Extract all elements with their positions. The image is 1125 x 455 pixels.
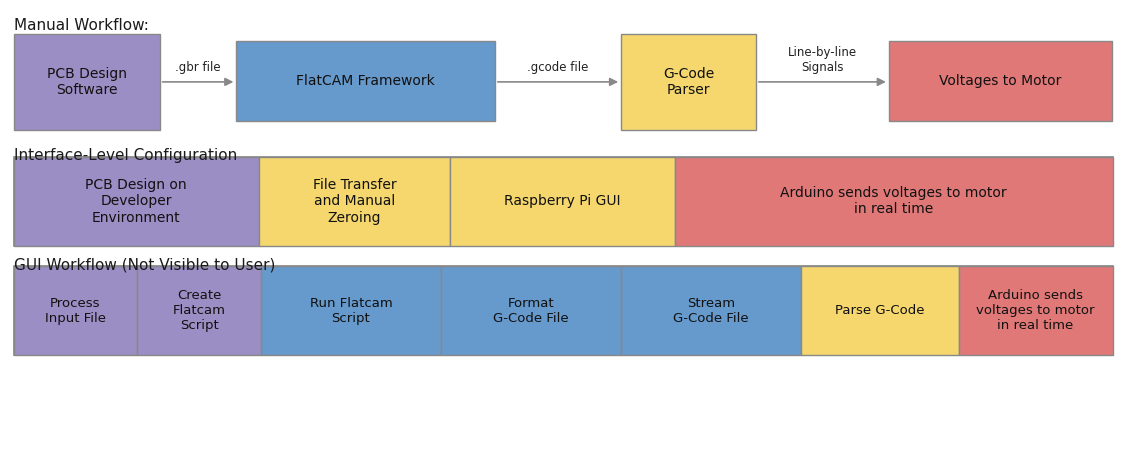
FancyBboxPatch shape	[14, 266, 137, 355]
Text: Interface-Level Configuration: Interface-Level Configuration	[14, 148, 236, 163]
Text: Arduino sends
voltages to motor
in real time: Arduino sends voltages to motor in real …	[976, 289, 1095, 332]
Text: .gcode file: .gcode file	[528, 61, 588, 74]
FancyBboxPatch shape	[236, 41, 495, 121]
FancyBboxPatch shape	[675, 157, 1113, 246]
Text: File Transfer
and Manual
Zeroing: File Transfer and Manual Zeroing	[313, 178, 396, 224]
FancyBboxPatch shape	[621, 266, 801, 355]
Text: Create
Flatcam
Script: Create Flatcam Script	[172, 289, 226, 332]
FancyBboxPatch shape	[261, 266, 441, 355]
FancyBboxPatch shape	[14, 157, 259, 246]
FancyBboxPatch shape	[450, 157, 675, 246]
Text: Raspberry Pi GUI: Raspberry Pi GUI	[504, 194, 621, 208]
Text: PCB Design on
Developer
Environment: PCB Design on Developer Environment	[86, 178, 187, 224]
Text: Manual Workflow:: Manual Workflow:	[14, 18, 148, 33]
FancyBboxPatch shape	[441, 266, 621, 355]
Text: Stream
G-Code File: Stream G-Code File	[673, 297, 749, 324]
Text: PCB Design
Software: PCB Design Software	[46, 67, 127, 97]
Text: Run Flatcam
Script: Run Flatcam Script	[309, 297, 393, 324]
FancyBboxPatch shape	[958, 266, 1113, 355]
Text: Arduino sends voltages to motor
in real time: Arduino sends voltages to motor in real …	[781, 186, 1007, 217]
FancyBboxPatch shape	[889, 41, 1112, 121]
Text: Format
G-Code File: Format G-Code File	[493, 297, 569, 324]
FancyBboxPatch shape	[259, 157, 450, 246]
Text: .gbr file: .gbr file	[176, 61, 220, 74]
Text: Line-by-line
Signals: Line-by-line Signals	[788, 46, 857, 74]
FancyBboxPatch shape	[801, 266, 958, 355]
FancyBboxPatch shape	[621, 34, 756, 130]
FancyBboxPatch shape	[14, 34, 160, 130]
FancyBboxPatch shape	[137, 266, 261, 355]
Text: GUI Workflow (Not Visible to User): GUI Workflow (Not Visible to User)	[14, 257, 274, 272]
Text: Process
Input File: Process Input File	[45, 297, 106, 324]
Text: FlatCAM Framework: FlatCAM Framework	[296, 74, 435, 88]
Text: G-Code
Parser: G-Code Parser	[663, 67, 714, 97]
Text: Parse G-Code: Parse G-Code	[835, 304, 925, 317]
Text: Voltages to Motor: Voltages to Motor	[939, 74, 1061, 88]
